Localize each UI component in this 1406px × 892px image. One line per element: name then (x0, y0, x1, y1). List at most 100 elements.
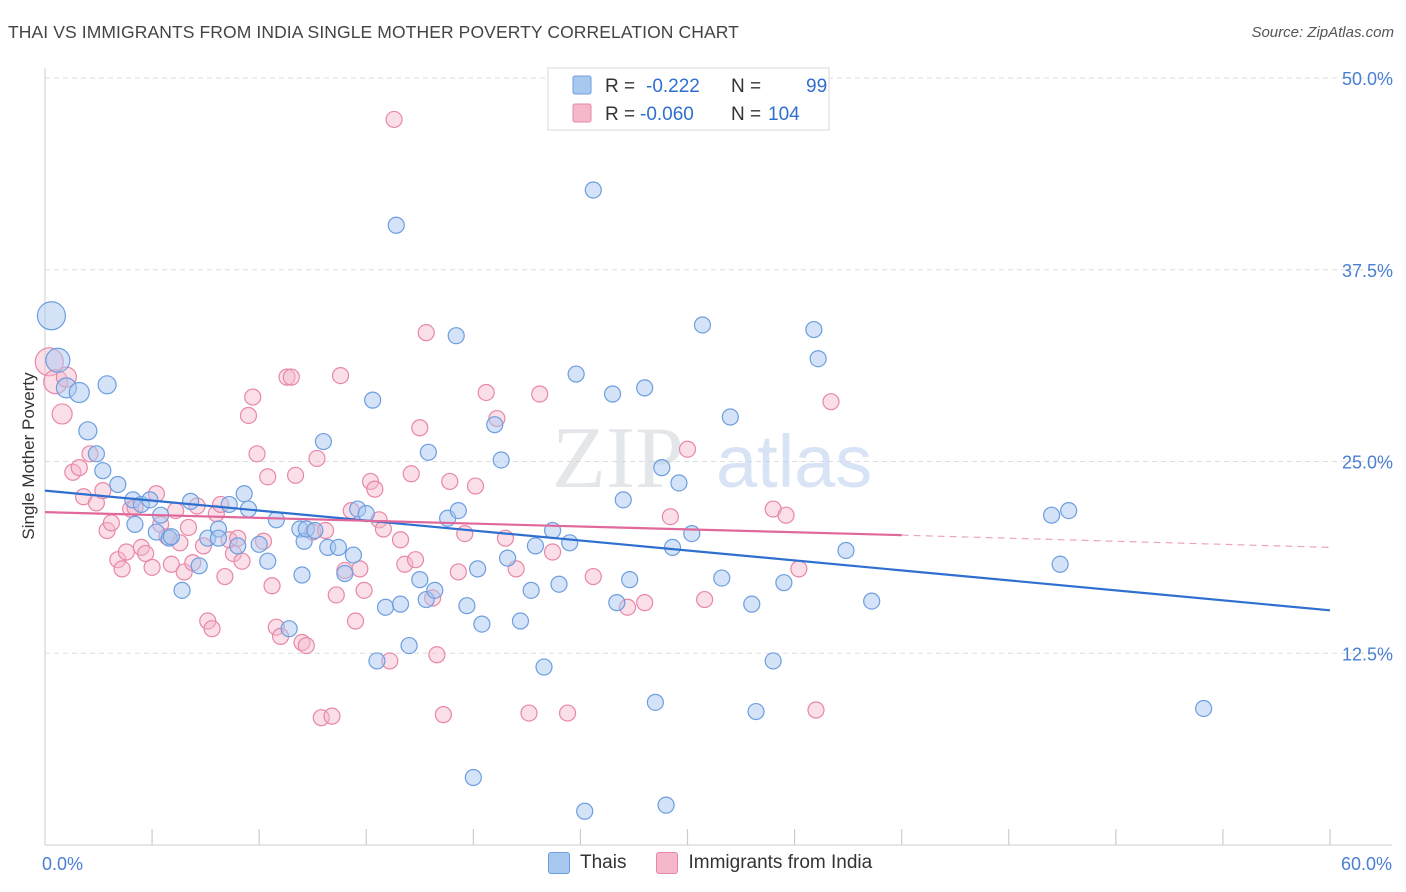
india-point-79 (434, 706, 452, 724)
india-points (34, 84, 840, 727)
india-point-70 (385, 110, 403, 129)
india-point-57 (323, 707, 341, 725)
thais-point-97 (1195, 699, 1213, 718)
thais-point-46 (387, 216, 405, 234)
legend-item-thais: Thais (548, 852, 626, 874)
thais-point-90 (805, 320, 823, 339)
india-point-48 (278, 368, 296, 386)
india-point-89 (531, 385, 549, 403)
india-point-64 (355, 581, 373, 599)
thais-point-3 (68, 381, 90, 404)
thais-point-65 (535, 658, 553, 676)
thais-point-23 (220, 495, 238, 514)
thais-point-36 (314, 432, 333, 451)
india-point-98 (790, 560, 808, 578)
india-point-91 (558, 704, 577, 722)
thais-point-32 (293, 566, 311, 584)
thais-point-81 (670, 474, 688, 492)
india-point-66 (366, 480, 384, 498)
thais-point-64 (526, 537, 545, 555)
thais-point-16 (162, 528, 180, 546)
india-point-54 (308, 449, 326, 468)
legend-r-label-india: R = (605, 104, 635, 125)
india-point-49 (282, 368, 300, 386)
thais-point-91 (809, 350, 827, 368)
thais-point-78 (653, 459, 671, 477)
thais-point-86 (743, 595, 761, 613)
india-point-81 (449, 563, 467, 581)
thais-point-8 (109, 475, 127, 494)
india-point-80 (441, 472, 459, 491)
india-point-58 (327, 586, 345, 604)
india-point-45 (263, 577, 281, 595)
thais-point-48 (400, 636, 418, 655)
thais-point-94 (1042, 506, 1061, 524)
thais-point-74 (614, 491, 632, 509)
india-point-11 (102, 514, 120, 532)
legend-r-value-thais: -0.222 (646, 76, 700, 97)
india-point-95 (678, 440, 697, 458)
chart-title: THAI VS IMMIGRANTS FROM INDIA SINGLE MOT… (8, 22, 739, 42)
thais-point-63 (522, 581, 540, 599)
thais-point-6 (87, 445, 106, 463)
thais-point-38 (329, 538, 348, 557)
india-point-90 (543, 543, 562, 561)
india-point-76 (417, 324, 435, 342)
thais-point-44 (368, 652, 386, 670)
india-point-59 (331, 366, 350, 385)
thais-point-88 (764, 652, 782, 670)
legend-swatch-india (572, 103, 592, 123)
source-attribution: Source: ZipAtlas.com (1251, 24, 1394, 41)
india-point-84 (477, 383, 495, 402)
watermark: ZIP atlas (552, 410, 872, 507)
trend-lines (44, 489, 1331, 612)
thais-swatch (548, 852, 570, 874)
thais-point-54 (449, 501, 467, 520)
india-point-35 (216, 567, 234, 586)
india-point-50 (286, 466, 305, 484)
thais-point-96 (1051, 555, 1069, 573)
india-point-55 (312, 709, 330, 727)
thais-point-51 (419, 443, 437, 461)
india-trend-line (44, 511, 902, 537)
thais-point-52 (426, 581, 444, 599)
india-point-19 (143, 558, 161, 576)
thais-point-4 (97, 375, 117, 395)
thais-point-19 (190, 557, 208, 575)
thais-point-77 (646, 693, 664, 711)
y-tick-label-1: 25.0% (1342, 453, 1393, 473)
thais-point-98 (464, 768, 482, 787)
thais-point-29 (267, 511, 285, 529)
thais-trend-line (44, 489, 1331, 612)
thais-point-7 (94, 462, 112, 480)
india-point-88 (520, 704, 538, 722)
india-point-71 (391, 531, 410, 549)
thais-point-45 (376, 598, 395, 616)
thais-point-79 (657, 796, 675, 814)
india-point-93 (636, 594, 654, 612)
india-point-75 (411, 419, 429, 437)
watermark-zip: ZIP (552, 410, 684, 507)
thais-point-30 (280, 620, 298, 638)
legend-swatch-thais (572, 75, 592, 95)
legend-r-value-india: -0.060 (640, 104, 694, 125)
thais-point-87 (747, 702, 765, 721)
thais-point-40 (344, 546, 362, 564)
x-tick-label-0: 0.0% (42, 854, 83, 874)
india-point-41 (244, 388, 262, 406)
thais-point-39 (336, 564, 354, 583)
india-point-82 (456, 524, 474, 543)
legend-n-value-india: 104 (768, 104, 800, 125)
thais-point-22 (209, 529, 228, 547)
thais-point-62 (511, 612, 530, 630)
india-point-27 (179, 518, 198, 537)
thais-point-47 (391, 595, 410, 613)
india-point-2 (51, 403, 73, 425)
india-point-32 (203, 620, 221, 638)
thais-point-55 (458, 597, 476, 615)
india-point-5 (70, 459, 88, 477)
thais-point-80 (663, 538, 682, 557)
watermark-atlas: atlas (716, 420, 872, 503)
thais-point-49 (411, 571, 429, 589)
thais-point-5 (78, 421, 98, 441)
